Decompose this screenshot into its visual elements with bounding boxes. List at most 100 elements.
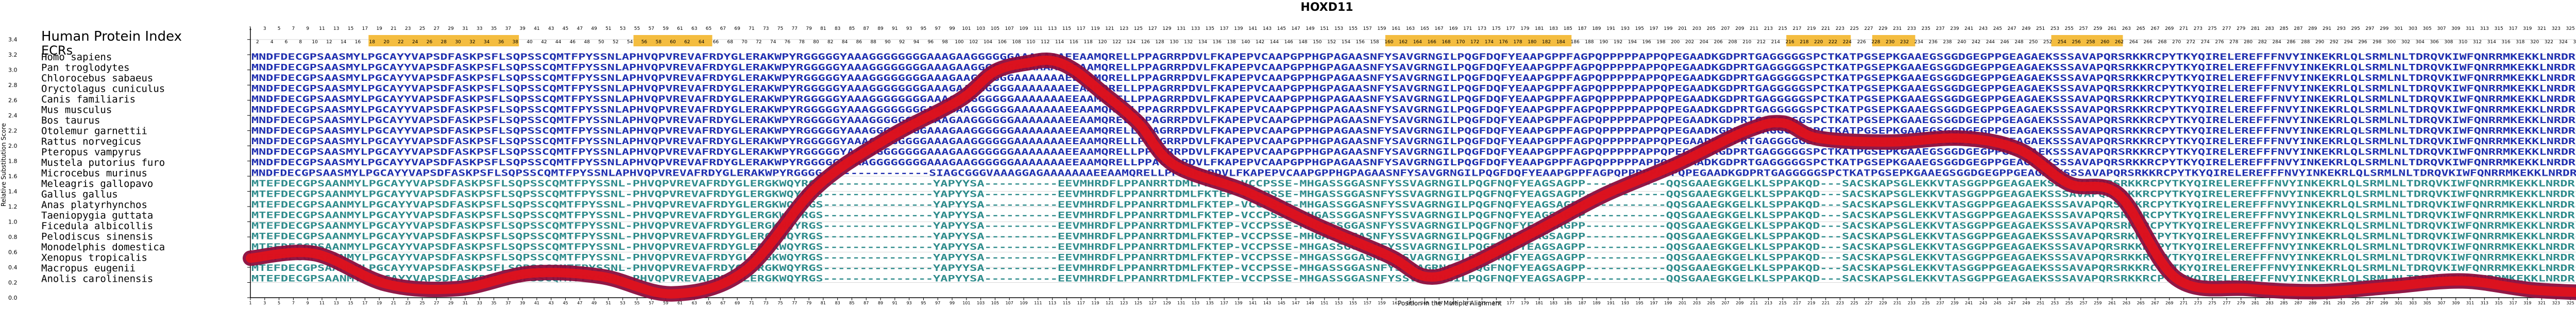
human-index-number: 234 <box>1914 40 1923 45</box>
human-index-number: 189 <box>1592 26 1601 31</box>
human-index-number: 302 <box>2401 40 2410 45</box>
x-tick-label: 97 <box>935 301 940 305</box>
sequence-row: MNDFDECGPSAASMYLPGCAYYVAPSDFASKPSFLSQPSS… <box>251 115 2576 126</box>
human-index-number: 194 <box>1628 40 1637 45</box>
human-index-number: 111 <box>1033 26 1042 31</box>
x-tick-label: 19 <box>377 301 382 305</box>
human-index-number: 127 <box>1148 26 1157 31</box>
x-tick-label: 209 <box>1736 301 1743 305</box>
human-index-number: 5 <box>278 26 281 31</box>
human-index-number: 217 <box>1792 26 1801 31</box>
x-tick-label: 197 <box>1650 301 1657 305</box>
human-index-number: 44 <box>555 40 562 45</box>
x-tick-label: 17 <box>362 301 367 305</box>
human-index-number: 96 <box>928 40 934 45</box>
human-index-number: 213 <box>1764 26 1773 31</box>
human-index-number: 92 <box>899 40 905 45</box>
human-index-number: 107 <box>1005 26 1014 31</box>
species-name: Meleagris gallopavo <box>41 178 153 190</box>
human-index-number: 135 <box>1206 26 1214 31</box>
human-index-number: 80 <box>813 40 819 45</box>
human-index-number: 76 <box>785 40 791 45</box>
x-tick-label: 285 <box>2280 301 2288 305</box>
human-index-number: 7 <box>292 26 295 31</box>
human-index-number: 305 <box>2423 26 2432 31</box>
human-index-number: 325 <box>2566 26 2575 31</box>
x-tick-label: 99 <box>950 301 955 305</box>
human-index-number: 10 <box>312 40 318 45</box>
human-index-number: 27 <box>434 26 439 31</box>
human-index-number: 51 <box>605 26 611 31</box>
human-index-number: 273 <box>2194 26 2202 31</box>
species-name: Xenopus tropicalis <box>41 252 147 264</box>
x-tick-label: 115 <box>1063 301 1071 305</box>
y-tick-label: 1.0 <box>8 219 18 226</box>
x-tick-label: 67 <box>720 301 725 305</box>
human-index-number: 320 <box>2530 40 2539 45</box>
human-index-number: 284 <box>2273 40 2281 45</box>
human-index-number: 37 <box>505 26 511 31</box>
human-index-number: 233 <box>1907 26 1916 31</box>
human-index-number: 231 <box>1893 26 1902 31</box>
x-tick-label: 81 <box>821 301 826 305</box>
human-index-number: 180 <box>1528 40 1536 45</box>
human-index-number: 256 <box>2072 40 2081 45</box>
human-index-number: 61 <box>677 26 683 31</box>
x-tick-label: 161 <box>1392 301 1400 305</box>
x-tick-label: 55 <box>634 301 639 305</box>
x-tick-label: 317 <box>2509 301 2517 305</box>
human-index-number: 53 <box>620 26 625 31</box>
human-index-number: 57 <box>649 26 654 31</box>
human-index-number: 95 <box>921 26 926 31</box>
x-tick-label: 277 <box>2223 301 2230 305</box>
human-index-number: 109 <box>1019 26 1028 31</box>
sequence-row: MNDFDECGPSAASMYLPGCAYYVAPSDFASKPSFLSQPSS… <box>251 168 2576 179</box>
human-index-number: 161 <box>1392 26 1400 31</box>
x-tick-label: 267 <box>2151 301 2159 305</box>
y-tick-label: 2.2 <box>8 128 18 134</box>
human-index-number: 202 <box>1685 40 1694 45</box>
x-tick-label: 145 <box>1278 301 1285 305</box>
x-tick-label: 57 <box>649 301 654 305</box>
human-index-number: 295 <box>2351 26 2360 31</box>
y-tick-label: 2.6 <box>8 97 18 104</box>
human-index-number: 159 <box>1377 26 1386 31</box>
x-tick-label: 43 <box>549 301 554 305</box>
x-tick-label: 173 <box>1478 301 1486 305</box>
human-index-number: 64 <box>699 40 705 45</box>
x-tick-label: 143 <box>1263 301 1271 305</box>
human-index-number: 29 <box>448 26 454 31</box>
human-index-number: 226 <box>1857 40 1866 45</box>
human-index-number: 125 <box>1134 26 1143 31</box>
human-index-number: 141 <box>1248 26 1257 31</box>
x-tick-label: 37 <box>505 301 511 305</box>
x-tick-label: 245 <box>1994 301 2002 305</box>
x-tick-label: 137 <box>1221 301 1228 305</box>
species-name: Chlorocebus sabaeus <box>41 73 153 84</box>
x-tick-label: 123 <box>1120 301 1128 305</box>
x-tick-label: 311 <box>2466 301 2474 305</box>
human-index-number: 94 <box>913 40 920 45</box>
x-tick-label: 127 <box>1149 301 1157 305</box>
human-index-number: 15 <box>348 26 353 31</box>
x-tick-label: 241 <box>1965 301 1973 305</box>
human-index-number: 230 <box>1886 40 1894 45</box>
human-index-number: 119 <box>1091 26 1099 31</box>
ecr-band <box>1786 35 1851 46</box>
human-index-number: 114 <box>1055 40 1064 45</box>
human-index-number: 291 <box>2323 26 2331 31</box>
human-index-number: 59 <box>663 26 669 31</box>
human-index-number: 16 <box>355 40 361 45</box>
human-index-number: 35 <box>491 26 497 31</box>
sequence-row: MTEFDECGPSAANMYLPGCAYYVAPSDFASKPSFLSQPSS… <box>251 211 2576 221</box>
human-index-number: 207 <box>1721 26 1730 31</box>
human-index-number: 84 <box>842 40 848 45</box>
score-curve <box>246 55 2576 299</box>
human-index-number: 36 <box>498 40 504 45</box>
human-index-number: 21 <box>391 26 396 31</box>
human-index-number: 63 <box>691 26 697 31</box>
human-index-number: 49 <box>591 26 597 31</box>
human-index-number: 152 <box>1327 40 1336 45</box>
species-name: Rattus norvegicus <box>41 136 141 147</box>
human-index-number: 158 <box>1370 40 1379 45</box>
